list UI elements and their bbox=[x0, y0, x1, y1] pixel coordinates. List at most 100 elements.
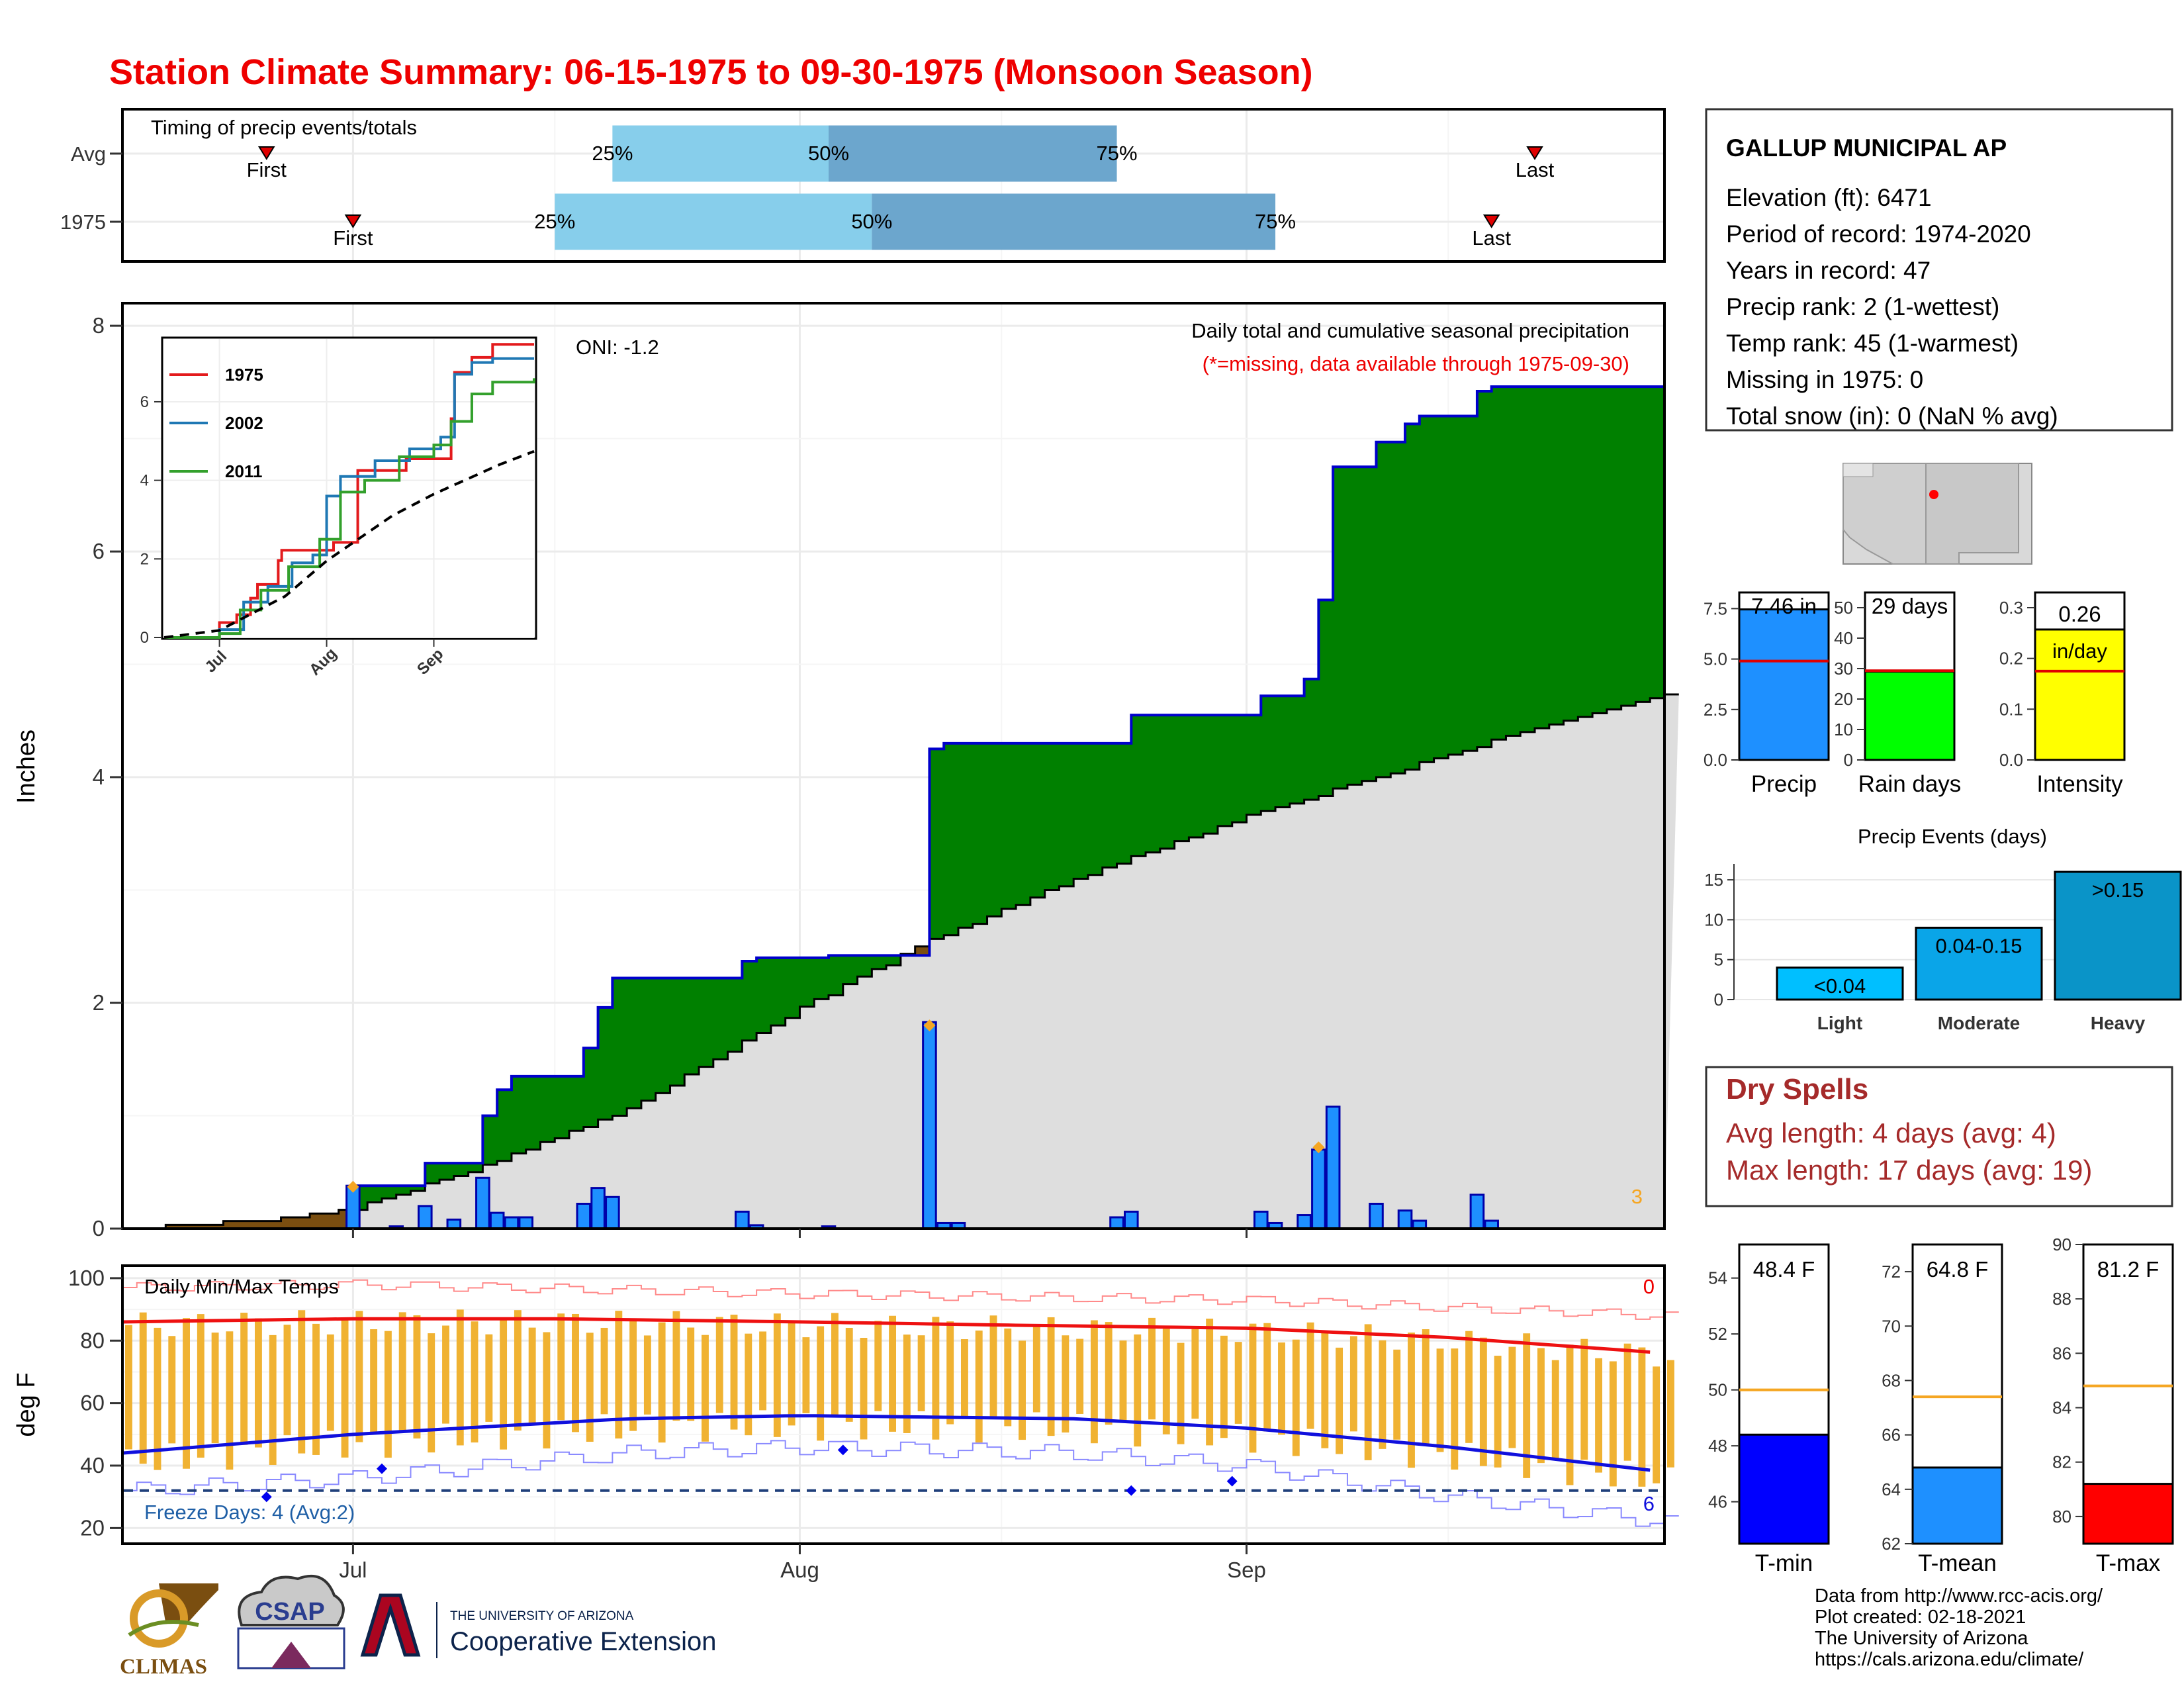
temp-summary-tick-label: 46 bbox=[1708, 1492, 1727, 1512]
daily-temp-bar bbox=[1537, 1348, 1545, 1464]
daily-temp-bar bbox=[154, 1327, 161, 1470]
precip-marker bbox=[1312, 1141, 1325, 1154]
observed-cumulative-line bbox=[122, 385, 1664, 1230]
daily-temp-bar bbox=[874, 1321, 882, 1411]
precip-y-tick-label-4: 8 bbox=[93, 313, 105, 338]
precip-y-tick-label-1: 2 bbox=[93, 990, 105, 1015]
timing-first-label-0: First bbox=[247, 158, 287, 181]
timing-first-marker-0 bbox=[257, 146, 275, 160]
credits: Data from http://www.rcc-acis.org/ Plot … bbox=[1815, 1585, 2103, 1670]
inset-legend: 1975 2002 2011 bbox=[169, 365, 263, 481]
timing-bar-q25-q50-1 bbox=[555, 193, 872, 250]
temp-summary-value-1: 64.8 F bbox=[1927, 1257, 1989, 1282]
daily-temp-bar bbox=[326, 1334, 334, 1431]
mini-chart-bar-Intensity bbox=[2034, 628, 2126, 761]
daily-temp-bar bbox=[946, 1321, 954, 1425]
daily-precip-bar bbox=[475, 1176, 490, 1230]
temp-summary-tick-label: 66 bbox=[1882, 1425, 1901, 1445]
precip-y-tick-label-2: 4 bbox=[93, 765, 105, 789]
x-tick-label-2: Sep bbox=[1227, 1558, 1266, 1582]
daily-temp-bar bbox=[1393, 1349, 1401, 1440]
cold-day-marker bbox=[376, 1463, 387, 1474]
ua-big-text: Cooperative Extension bbox=[450, 1627, 716, 1656]
daily-temp-bar bbox=[759, 1331, 767, 1411]
climas-logo-shape bbox=[159, 1583, 218, 1622]
university-of-arizona-logo: THE UNIVERSITY OF ARIZONA Cooperative Ex… bbox=[360, 1593, 716, 1658]
daily-temp-bar bbox=[1019, 1340, 1026, 1440]
precip-marker bbox=[347, 1180, 359, 1193]
temp-summary-bar-T-max bbox=[2082, 1483, 2174, 1545]
daily-temp-bar bbox=[773, 1313, 781, 1437]
daily-temp-bar bbox=[1306, 1322, 1314, 1429]
daily-precip-bar bbox=[504, 1216, 520, 1230]
inset-legend-label-2002: 2002 bbox=[225, 413, 263, 433]
daily-temp-bar bbox=[1595, 1358, 1603, 1473]
temp-summary-tick-label: 68 bbox=[1882, 1370, 1901, 1390]
daily-precip-bar bbox=[446, 1218, 462, 1230]
mini-chart-label-0: Precip bbox=[1751, 771, 1817, 797]
daily-temp-bar bbox=[1105, 1322, 1113, 1425]
mini-chart-tick-label: 40 bbox=[1834, 628, 1853, 648]
daily-precip-bar bbox=[518, 1216, 534, 1230]
temp-summary-bar-T-mean bbox=[1911, 1466, 2003, 1545]
info-years: Years in record: 47 bbox=[1726, 257, 1931, 284]
temp-summary-tick-label: 86 bbox=[2052, 1343, 2071, 1363]
mini-chart-tick-label: 2.5 bbox=[1704, 700, 1727, 720]
csap-logo: CSAP bbox=[237, 1575, 345, 1669]
daily-temp-bar bbox=[1162, 1329, 1170, 1434]
temp-summary-tick-label: 88 bbox=[2052, 1289, 2071, 1309]
timing-last-label-1: Last bbox=[1472, 226, 1511, 250]
temp-summary-label-2: T-max bbox=[2096, 1550, 2161, 1576]
mini-chart-tick-label: 0.0 bbox=[1999, 750, 2023, 770]
cold-day-marker bbox=[261, 1491, 272, 1503]
daily-precip-bar bbox=[1124, 1210, 1139, 1230]
daily-temp-bar bbox=[456, 1309, 464, 1446]
mini-chart-tick-label: 0.1 bbox=[1999, 699, 2023, 719]
daily-temp-bar bbox=[860, 1338, 868, 1440]
daily-temp-bar bbox=[269, 1335, 277, 1465]
temperature-summary-charts: 46 48 50 52 54 48.4 F T-min 62 64 66 68 70 72 64.8 F T… bbox=[1708, 1235, 2174, 1576]
daily-temp-bar bbox=[745, 1333, 752, 1436]
locator-map-new-mexico bbox=[1925, 463, 2019, 565]
daily-temp-bar bbox=[557, 1313, 565, 1421]
temp-summary-tick-label: 54 bbox=[1708, 1268, 1727, 1288]
daily-temp-bar bbox=[572, 1313, 579, 1432]
daily-temp-bar bbox=[1667, 1360, 1674, 1468]
daily-temp-bar bbox=[1234, 1342, 1242, 1424]
daily-precip-bar bbox=[1369, 1202, 1384, 1230]
info-period: Period of record: 1974-2020 bbox=[1726, 220, 2031, 248]
temp-summary-tick-label: 48 bbox=[1708, 1436, 1727, 1456]
daily-precip-bar bbox=[735, 1210, 750, 1230]
mini-chart-tick-label: 0.3 bbox=[1999, 598, 2023, 618]
temp-summary-tick-label: 82 bbox=[2052, 1452, 2071, 1472]
temperature-y-axis: 20 40 60 80 100 bbox=[68, 1266, 122, 1540]
mini-chart-tick-label: 0.2 bbox=[1999, 649, 2023, 669]
daily-temp-bar bbox=[197, 1314, 205, 1458]
summary-mini-charts: 0.0 2.5 5.0 7.5 Precip 7.46 in 0 10 20 30 40 50 Rain… bbox=[1704, 591, 2126, 797]
precip-y-axis: 0 2 4 6 8 bbox=[93, 313, 1248, 1241]
csap-logo-text: CSAP bbox=[255, 1598, 325, 1626]
ua-small-text: THE UNIVERSITY OF ARIZONA bbox=[450, 1609, 634, 1623]
daily-temp-bar bbox=[730, 1315, 738, 1430]
events-tick-label-2: 10 bbox=[1704, 910, 1723, 929]
temp-summary-label-0: T-min bbox=[1755, 1550, 1813, 1576]
daily-temp-bar bbox=[471, 1321, 478, 1443]
daily-temp-bar bbox=[1336, 1347, 1343, 1454]
daily-temp-bar bbox=[1263, 1323, 1271, 1432]
above-average-area-1 bbox=[353, 955, 901, 1210]
daily-temp-bar bbox=[917, 1335, 925, 1411]
x-tick-label-1: Aug bbox=[780, 1558, 819, 1582]
daily-precip-bar bbox=[1469, 1194, 1485, 1230]
mini-chart-tick-label: 5.0 bbox=[1704, 649, 1727, 669]
daily-temp-bar bbox=[1508, 1346, 1516, 1448]
events-bar-Heavy bbox=[2054, 870, 2182, 1001]
temp-summary-tick-label: 52 bbox=[1708, 1324, 1727, 1344]
temperature-count-bottom: 6 bbox=[1643, 1492, 1655, 1515]
daily-precip-bar bbox=[1253, 1210, 1269, 1230]
daily-temp-bar bbox=[615, 1311, 623, 1439]
average-min-line bbox=[122, 1414, 1651, 1472]
mini-chart-tick-label: 50 bbox=[1834, 598, 1853, 618]
credit-data-source: Data from http://www.rcc-acis.org/ bbox=[1815, 1585, 2103, 1607]
mini-chart-tick-label: 0.0 bbox=[1704, 750, 1727, 770]
inset-y-tick-label-0: 0 bbox=[140, 629, 149, 647]
